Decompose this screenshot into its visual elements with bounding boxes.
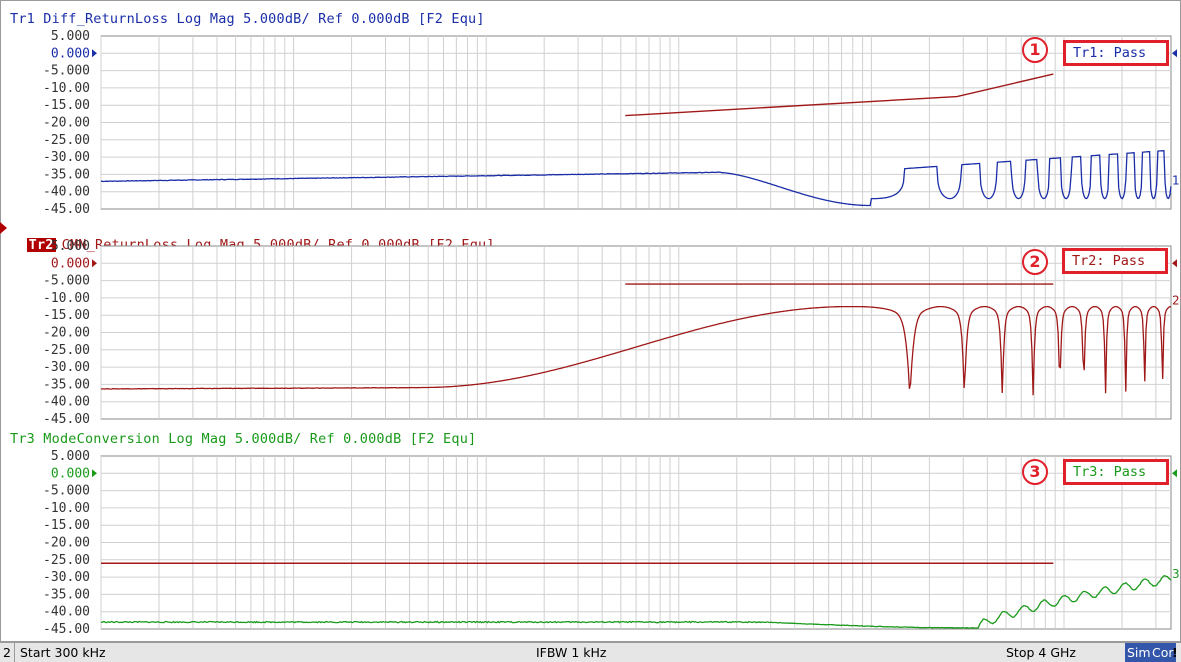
trace-end-marker: 2 [1172,294,1180,308]
y-tick-label: -30.00 [43,150,90,165]
limit-line [625,73,1054,117]
measurement-trace-3 [100,574,1172,629]
ref-left-marker-icon [92,469,97,478]
y-tick-label: -35.00 [43,377,90,392]
y-tick-label: -40.00 [43,605,90,620]
y-tick-label: 5.000 [51,449,90,464]
active-trace-badge: Tr2 [26,237,56,253]
measurement-trace-1 [101,149,1172,207]
y-tick-label: 5.000 [51,29,90,44]
callout-1-icon: 1 [1022,37,1048,63]
y-tick-label: -10.00 [43,81,90,96]
trace-end-marker: 1 [1172,173,1180,187]
y-tick-label: -25.00 [43,133,90,148]
y-tick-label: -10.00 [43,291,90,306]
trace3-pass-indicator: Tr3: Pass [1063,459,1169,485]
y-tick-label: -5.000 [43,274,90,289]
measurement-trace-2 [100,305,1172,396]
y-tick-label: -20.00 [43,536,90,551]
ref-left-marker-icon [92,49,97,58]
callout-3-icon: 3 [1022,459,1048,485]
y-tick-label: -45.00 [43,412,90,427]
trace3-header[interactable]: Tr3 ModeConversion Log Mag 5.000dB/ Ref … [10,431,477,447]
y-tick-label: -35.00 [43,167,90,182]
y-tick-label: -25.00 [43,343,90,358]
y-tick-label: -40.00 [43,185,90,200]
y-tick-label: -15.00 [43,308,90,323]
y-tick-label: -40.00 [43,395,90,410]
y-tick-label: 0.000 [51,256,90,271]
callout-2-icon: 2 [1022,249,1048,275]
y-tick-label: -5.000 [43,484,90,499]
trace1-header[interactable]: Tr1 Diff_ReturnLoss Log Mag 5.000dB/ Ref… [10,11,485,27]
ref-right-marker-icon [1172,49,1177,58]
y-tick-label: -30.00 [43,360,90,375]
y-tick-label: -25.00 [43,553,90,568]
warning-indicator[interactable]: ! [1172,645,1178,660]
y-tick-label: 0.000 [51,466,90,481]
active-trace-arrow-icon [0,222,7,234]
y-tick-label: 5.000 [51,239,90,254]
y-tick-label: -5.000 [43,64,90,79]
y-tick-label: -30.00 [43,570,90,585]
ifbw-setting[interactable]: IFBW 1 kHz [536,645,607,660]
status-bar: 2 Start 300 kHz IFBW 1 kHz Stop 4 GHz Si… [0,642,1181,662]
y-tick-label: -20.00 [43,116,90,131]
trace-end-marker: 3 [1172,567,1180,581]
cor-badge[interactable]: Cor [1150,643,1176,662]
ref-right-marker-icon [1172,259,1177,268]
channel-indicator[interactable]: 2 [0,643,15,662]
start-frequency[interactable]: Start 300 kHz [20,645,106,660]
ref-right-marker-icon [1172,469,1177,478]
y-tick-label: -15.00 [43,518,90,533]
trace1-pass-indicator: Tr1: Pass [1063,40,1169,66]
y-tick-label: -45.00 [43,202,90,217]
y-tick-label: -45.00 [43,622,90,637]
y-tick-label: -15.00 [43,98,90,113]
sim-badge[interactable]: Sim [1125,643,1153,662]
ref-left-marker-icon [92,259,97,268]
plot-canvas[interactable]: 5.000 0.000 -5.000 -10.00 -15.00 -20.00 -25.00… [0,0,1181,642]
y-tick-label: -35.00 [43,587,90,602]
trace2-pass-indicator: Tr2: Pass [1062,248,1168,274]
y-tick-label: -20.00 [43,326,90,341]
y-tick-label: -10.00 [43,501,90,516]
stop-frequency[interactable]: Stop 4 GHz [1006,645,1076,660]
y-tick-label: 0.000 [51,46,90,61]
